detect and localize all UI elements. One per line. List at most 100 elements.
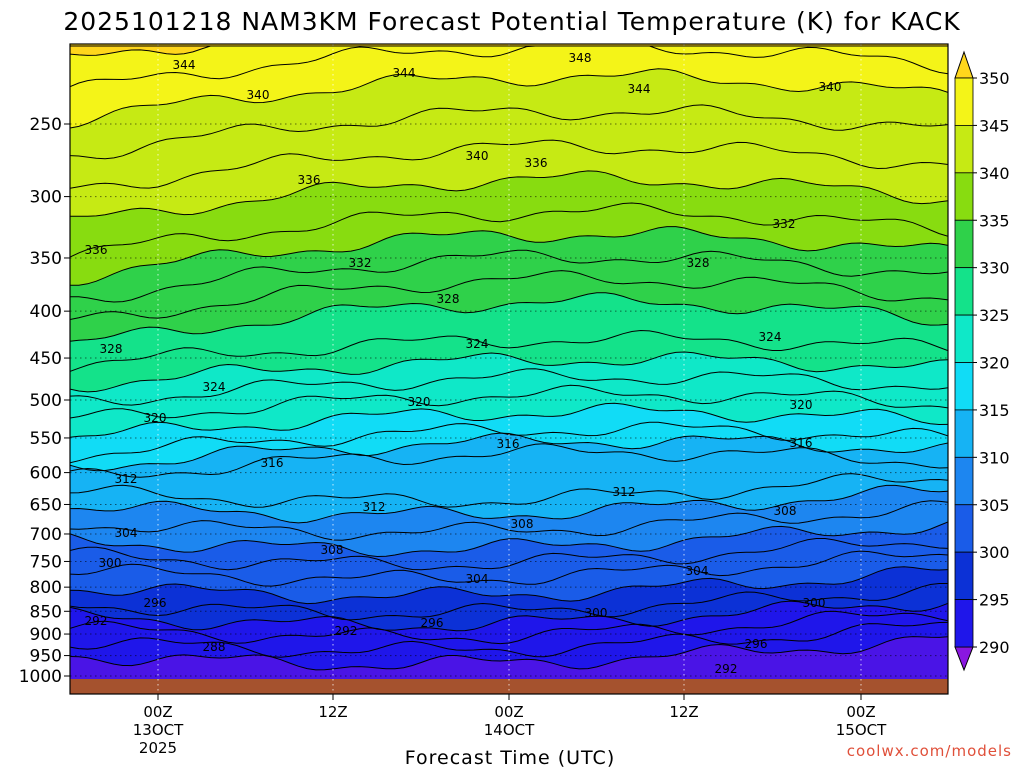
- colorbar-label: 300: [979, 543, 1010, 562]
- contour-label: 308: [774, 504, 797, 518]
- colorbar-segment: [954, 172, 974, 221]
- contour-label: 316: [790, 436, 813, 450]
- contour-line: [70, 104, 948, 160]
- colorbar-segment: [954, 77, 974, 126]
- contour-label-text: 344: [173, 58, 196, 72]
- contour-line: [70, 610, 948, 645]
- contour-label: 340: [819, 80, 842, 94]
- contour-label: 332: [349, 256, 372, 270]
- contour-label-text: 296: [144, 596, 167, 610]
- y-tick-label: 950: [30, 647, 62, 667]
- chart-title: 2025101218 NAM3KM Forecast Potential Tem…: [63, 7, 960, 36]
- colorbar-label: 305: [979, 496, 1010, 515]
- contour-label-text: 304: [466, 572, 489, 586]
- contour-line: [70, 226, 948, 286]
- contour-line: [70, 170, 948, 217]
- contour-label: 304: [686, 564, 709, 578]
- colorbar-segment: [954, 599, 974, 648]
- contour-label: 344: [393, 66, 416, 80]
- contour-label-text: 340: [247, 88, 270, 102]
- contour-label-text: 292: [715, 662, 738, 676]
- colorbar-segment: [954, 219, 974, 269]
- contour-label-text: 320: [408, 395, 431, 409]
- x-tick-label: 12Z: [318, 703, 347, 721]
- contour-line: [70, 292, 948, 342]
- y-tick-label: 600: [30, 464, 62, 484]
- x-tick-label: 14OCT: [484, 721, 535, 739]
- contour-label-text: 324: [759, 330, 782, 344]
- contour-label: 308: [511, 517, 534, 531]
- colorbar-label: 320: [979, 354, 1010, 373]
- contour-label-text: 300: [585, 606, 608, 620]
- contour-label: 300: [585, 606, 608, 620]
- contour-label-text: 312: [613, 485, 636, 499]
- colorbar-label: 295: [979, 591, 1010, 610]
- contour-label-text: 320: [144, 411, 167, 425]
- contour-line: [70, 384, 948, 419]
- y-tick-label: 300: [30, 188, 62, 208]
- contour-label-text: 308: [321, 543, 344, 557]
- contour-label: 292: [715, 662, 738, 676]
- contour-label-text: 320: [790, 398, 813, 412]
- contour-line: [70, 329, 948, 372]
- contour-line: [70, 521, 948, 558]
- contour-label-text: 316: [261, 456, 284, 470]
- contour-label-text: 312: [363, 500, 386, 514]
- y-tick-label: 450: [30, 349, 62, 369]
- gridlines: [70, 44, 948, 694]
- colorbar-segment: [954, 504, 974, 553]
- contour-label-text: 308: [774, 504, 797, 518]
- contour-label-text: 304: [686, 564, 709, 578]
- contour-label: 344: [173, 58, 196, 72]
- contour-label: 316: [261, 456, 284, 470]
- y-tick-label: 900: [30, 625, 62, 645]
- contour-label-text: 316: [790, 436, 813, 450]
- colorbar-segment: [954, 409, 974, 458]
- y-tick-label: 250: [30, 115, 62, 135]
- y-tick-label: 800: [30, 578, 62, 598]
- contour-label: 328: [687, 256, 710, 270]
- y-tick-label: 850: [30, 602, 62, 622]
- contour-label-text: 328: [687, 256, 710, 270]
- y-tick-label: 400: [30, 302, 62, 322]
- contour-label-text: 308: [511, 517, 534, 531]
- contour-line: [70, 351, 948, 393]
- y-tick-label: 350: [30, 249, 62, 269]
- colorbar-label: 325: [979, 306, 1010, 325]
- contour-label: 324: [203, 380, 226, 394]
- x-tick-label: 00Z: [846, 703, 875, 721]
- contour-label: 340: [466, 149, 489, 163]
- contour-label: 292: [335, 624, 358, 638]
- colorbar-label: 315: [979, 401, 1010, 420]
- contour-label-text: 340: [466, 149, 489, 163]
- colorbar-segment: [954, 456, 974, 506]
- contour-label-text: 332: [773, 217, 796, 231]
- contour-label-text: 340: [819, 80, 842, 94]
- contour-label-text: 304: [115, 526, 138, 540]
- contour-label: 336: [298, 173, 321, 187]
- colorbar-label: 310: [979, 448, 1010, 467]
- contour-label-text: 300: [99, 556, 122, 570]
- contour-line: [70, 45, 948, 88]
- contour-label: 328: [100, 342, 123, 356]
- colorbar-label: 350: [979, 69, 1010, 88]
- contour-label-text: 292: [85, 614, 108, 628]
- contour-label-text: 336: [525, 156, 548, 170]
- contour-label: 336: [85, 243, 108, 257]
- contour-label-text: 332: [349, 256, 372, 270]
- colorbar-label: 340: [979, 164, 1010, 183]
- contour-label-text: 336: [298, 173, 321, 187]
- contour-label-text: 316: [497, 437, 520, 451]
- contour-label-text: 296: [745, 637, 768, 651]
- y-tick-label: 750: [30, 552, 62, 572]
- contour-line: [70, 202, 948, 258]
- contour-label-text: 300: [803, 596, 826, 610]
- x-tick-label: 13OCT: [133, 721, 184, 739]
- contour-label: 312: [115, 472, 138, 486]
- contour-line: [70, 484, 948, 524]
- y-tick-label: 500: [30, 391, 62, 411]
- temperature-bands: [70, 44, 948, 694]
- contour-label: 296: [144, 596, 167, 610]
- contour-labels: 344 344 348 344 340 340 340 336 336 336 332 332 328 3…: [85, 51, 842, 676]
